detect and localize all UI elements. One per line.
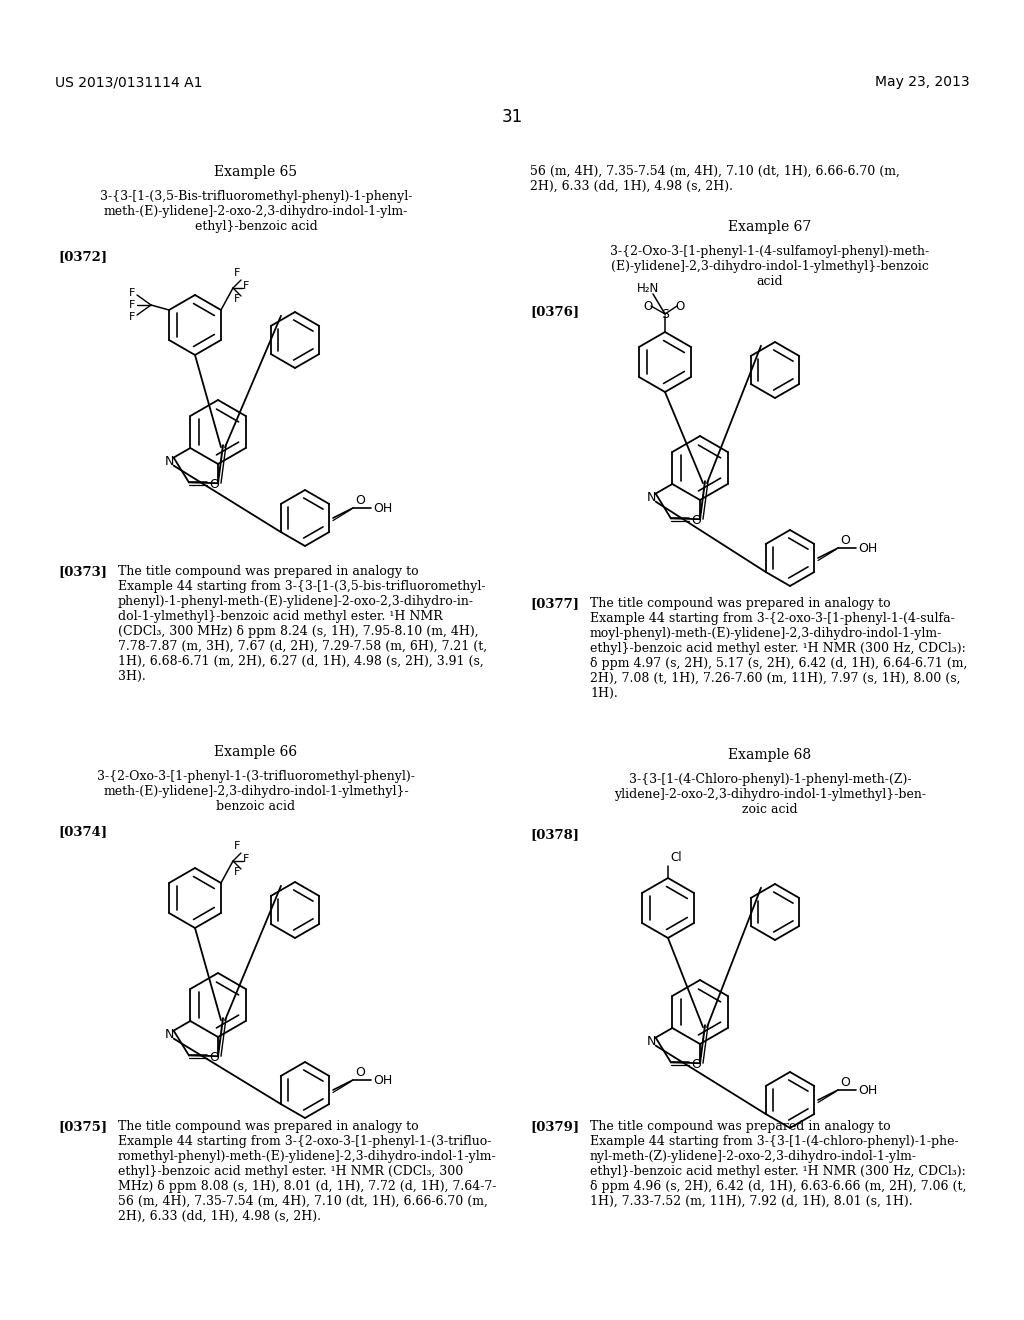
Text: OH: OH [858, 541, 878, 554]
Text: OH: OH [858, 1084, 878, 1097]
Text: N: N [165, 455, 174, 469]
Text: N: N [165, 1028, 174, 1041]
Text: [0373]: [0373] [58, 565, 106, 578]
Text: OH: OH [373, 502, 392, 515]
Text: O: O [209, 1051, 219, 1064]
Text: O: O [840, 1076, 850, 1089]
Text: Cl: Cl [670, 851, 682, 865]
Text: 3-{2-Oxo-3-[1-phenyl-1-(3-trifluoromethyl-phenyl)-
meth-(E)-ylidene]-2,3-dihydro: 3-{2-Oxo-3-[1-phenyl-1-(3-trifluoromethy… [97, 770, 415, 813]
Text: May 23, 2013: May 23, 2013 [876, 75, 970, 88]
Text: O: O [643, 300, 652, 313]
Text: N: N [647, 491, 656, 504]
Text: O: O [691, 1057, 700, 1071]
Text: The title compound was prepared in analogy to
Example 44 starting from 3-{2-oxo-: The title compound was prepared in analo… [118, 1119, 497, 1224]
Text: F: F [243, 281, 250, 290]
Text: O: O [209, 478, 219, 491]
Text: S: S [662, 308, 669, 321]
Text: F: F [129, 288, 135, 298]
Text: 31: 31 [502, 108, 522, 125]
Text: Example 65: Example 65 [214, 165, 298, 180]
Text: [0378]: [0378] [530, 828, 579, 841]
Text: Example 67: Example 67 [728, 220, 812, 234]
Text: H₂N: H₂N [637, 281, 659, 294]
Text: N: N [647, 1035, 656, 1048]
Text: The title compound was prepared in analogy to
Example 44 starting from 3-{3-[1-(: The title compound was prepared in analo… [590, 1119, 967, 1208]
Text: F: F [129, 312, 135, 322]
Text: Example 66: Example 66 [214, 744, 298, 759]
Text: OH: OH [373, 1073, 392, 1086]
Text: 3-{3-[1-(4-Chloro-phenyl)-1-phenyl-meth-(Z)-
ylidene]-2-oxo-2,3-dihydro-indol-1-: 3-{3-[1-(4-Chloro-phenyl)-1-phenyl-meth-… [614, 774, 926, 816]
Text: [0376]: [0376] [530, 305, 580, 318]
Text: [0377]: [0377] [530, 597, 579, 610]
Text: [0375]: [0375] [58, 1119, 108, 1133]
Text: O: O [840, 533, 850, 546]
Text: O: O [691, 513, 700, 527]
Text: F: F [129, 300, 135, 310]
Text: 56 (m, 4H), 7.35-7.54 (m, 4H), 7.10 (dt, 1H), 6.66-6.70 (m,
2H), 6.33 (dd, 1H), : 56 (m, 4H), 7.35-7.54 (m, 4H), 7.10 (dt,… [530, 165, 900, 193]
Text: 3-{2-Oxo-3-[1-phenyl-1-(4-sulfamoyl-phenyl)-meth-
(E)-ylidene]-2,3-dihydro-indol: 3-{2-Oxo-3-[1-phenyl-1-(4-sulfamoyl-phen… [610, 246, 930, 288]
Text: O: O [675, 300, 684, 313]
Text: US 2013/0131114 A1: US 2013/0131114 A1 [55, 75, 203, 88]
Text: 3-{3-[1-(3,5-Bis-trifluoromethyl-phenyl)-1-phenyl-
meth-(E)-ylidene]-2-oxo-2,3-d: 3-{3-[1-(3,5-Bis-trifluoromethyl-phenyl)… [99, 190, 413, 234]
Text: The title compound was prepared in analogy to
Example 44 starting from 3-{2-oxo-: The title compound was prepared in analo… [590, 597, 968, 700]
Text: [0372]: [0372] [58, 249, 108, 263]
Text: F: F [243, 854, 250, 865]
Text: F: F [233, 268, 241, 279]
Text: F: F [233, 294, 241, 304]
Text: F: F [233, 867, 241, 876]
Text: F: F [233, 841, 241, 851]
Text: [0374]: [0374] [58, 825, 108, 838]
Text: O: O [355, 1065, 365, 1078]
Text: [0379]: [0379] [530, 1119, 580, 1133]
Text: Example 68: Example 68 [728, 748, 812, 762]
Text: O: O [355, 494, 365, 507]
Text: The title compound was prepared in analogy to
Example 44 starting from 3-{3-[1-(: The title compound was prepared in analo… [118, 565, 487, 682]
